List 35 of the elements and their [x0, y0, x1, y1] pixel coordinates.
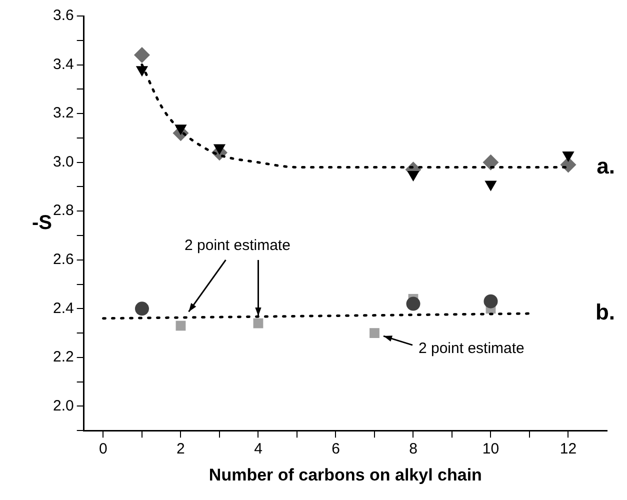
x-axis-title: Number of carbons on alkyl chain [208, 465, 482, 484]
point [176, 320, 186, 331]
point [484, 294, 498, 308]
x-tick-label: 4 [254, 440, 262, 458]
y-tick-label: 2.0 [52, 397, 74, 414]
point [370, 328, 380, 338]
x-tick-label: 10 [482, 440, 500, 458]
point [482, 154, 499, 170]
y-tick-label: 2.4 [52, 300, 74, 317]
annotation: 2 point estimate [418, 340, 524, 358]
point [134, 302, 149, 316]
y-tick-label: 3.0 [52, 153, 74, 170]
point [407, 171, 420, 182]
x-tick-label: 0 [99, 440, 108, 458]
y-axis-title: -S [32, 212, 52, 234]
x-tick-label: 2 [176, 440, 185, 458]
y-tick-label: 3.4 [52, 56, 74, 73]
y-tick-label: 2.6 [52, 251, 74, 268]
point [562, 152, 574, 162]
point [406, 296, 420, 311]
x-tick-label: 6 [332, 440, 340, 458]
point [253, 318, 264, 328]
y-tick-label: 2.2 [52, 348, 74, 366]
y-tick-label: 3.2 [52, 104, 74, 122]
annotation: a. [596, 153, 615, 178]
point [134, 47, 150, 64]
annotation: 2 point estimate [184, 237, 290, 254]
y-tick-label: 3.6 [52, 7, 74, 24]
point [136, 66, 148, 77]
annotation: b. [595, 300, 615, 325]
x-tick-label: 12 [560, 440, 577, 458]
point [484, 180, 497, 192]
x-tick-label: 8 [409, 440, 418, 458]
y-tick-label: 2.8 [52, 202, 74, 220]
point [213, 144, 226, 155]
